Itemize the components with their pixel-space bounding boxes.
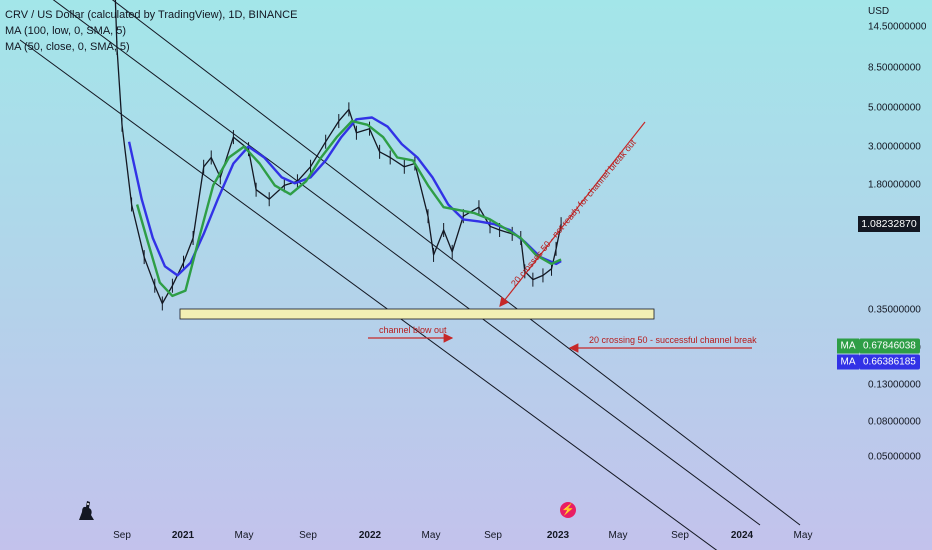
arrow-not-ready (499, 121, 646, 307)
ma100-line[interactable] (127, 116, 562, 277)
last-price-badge: 1.08232870 (858, 215, 920, 232)
ma50-line[interactable] (135, 119, 562, 298)
y-tick-label: 5.00000000 (868, 102, 921, 114)
channel-line-3[interactable] (19, 39, 730, 550)
x-tick-label: 2024 (730, 530, 754, 541)
x-tick-label: Sep (299, 530, 317, 541)
y-tick-label: 1.80000000 (868, 179, 921, 191)
x-tick-label: 2022 (358, 530, 382, 541)
y-tick-label: 3.00000000 (868, 141, 921, 153)
indicator-ma50-label[interactable]: MA (50, close, 0, SMA, 5) (5, 41, 130, 53)
y-tick-label: 0.08000000 (868, 416, 921, 428)
x-tick-label: Sep (671, 530, 689, 541)
x-tick-label: May (793, 530, 813, 541)
y-tick-label: 14.50000000 (868, 21, 927, 33)
price-axis[interactable]: USD 120.0000000070.0000000042.0000000024… (868, 0, 932, 550)
x-tick-label: May (421, 530, 441, 541)
x-tick-label: Sep (484, 530, 502, 541)
y-tick-label: 0.13000000 (868, 379, 921, 391)
x-tick-label: 2021 (171, 530, 195, 541)
support-zone[interactable] (179, 308, 655, 320)
ma-badge-tag: MA (837, 354, 859, 370)
y-tick-label: 0.35000000 (868, 304, 921, 316)
currency-label: USD (868, 6, 890, 17)
channel-line-2[interactable] (80, 0, 801, 526)
x-tick-label: Sep (113, 530, 131, 541)
channel-line-1[interactable] (20, 0, 761, 526)
ma-value-badge: MA 0.67846038 (837, 338, 920, 354)
ma-badge-tag: MA (837, 338, 859, 354)
y-tick-label: 0.05000000 (868, 451, 921, 463)
chart-title[interactable]: CRV / US Dollar (calculated by TradingVi… (5, 9, 298, 21)
indicator-ma100-label[interactable]: MA (100, low, 0, SMA, 5) (5, 25, 127, 37)
tradingview-logo-icon[interactable] (76, 498, 100, 527)
y-tick-label: 8.50000000 (868, 62, 921, 74)
ma-value-badge: MA 0.66386185 (837, 354, 920, 370)
x-tick-label: 2023 (546, 530, 570, 541)
x-tick-label: May (234, 530, 254, 541)
x-tick-label: May (608, 530, 628, 541)
chart-legend: CRV / US Dollar (calculated by TradingVi… (5, 7, 297, 55)
annotation-blowout: channel blow out (379, 325, 447, 335)
ma-badge-value: 0.66386185 (859, 354, 920, 370)
events-flash-icon[interactable]: ⚡ (560, 502, 576, 518)
ma-badge-value: 0.67846038 (859, 338, 920, 354)
annotation-successful-break: 20 crossing 50 - successful channel brea… (589, 335, 757, 345)
